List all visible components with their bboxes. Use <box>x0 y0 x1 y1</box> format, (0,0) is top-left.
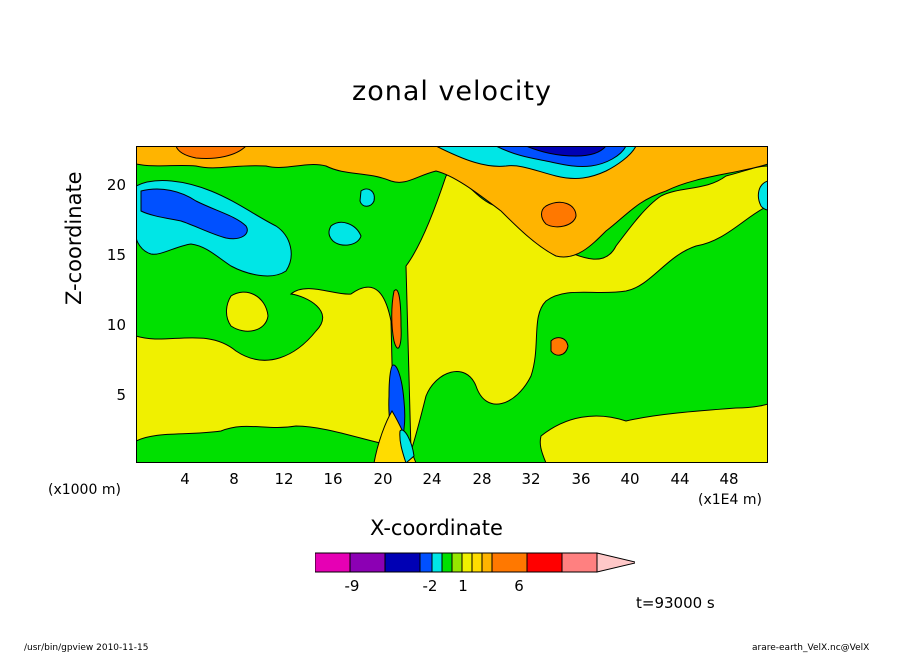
colorbar-swatch <box>419 552 433 573</box>
colorbar-label: -9 <box>344 577 360 595</box>
colorbar-label: 6 <box>514 577 524 595</box>
colorbar-swatch <box>441 552 453 573</box>
colorbar-swatch <box>561 552 598 573</box>
field-yellow-lower-right <box>539 403 768 463</box>
footer-command: /usr/bin/gpview 2010-11-15 <box>24 643 149 653</box>
colorbar-swatch <box>481 552 493 573</box>
field-cyan-blob2 <box>359 188 375 207</box>
x-tick-label: 8 <box>229 470 239 488</box>
x-tick-label: 40 <box>620 470 640 488</box>
x-tick-label: 32 <box>521 470 541 488</box>
plot-area <box>136 146 768 463</box>
field-plume-orange <box>391 289 402 349</box>
y-tick-label: 20 <box>106 176 126 194</box>
y-tick-label: 15 <box>106 246 126 264</box>
contour-plot <box>136 146 768 463</box>
field-yellow-lower-left <box>136 286 395 447</box>
x-tick-label: 28 <box>472 470 492 488</box>
field-orange-dark-blob <box>541 201 577 228</box>
field-orange-dark-blob2 <box>550 337 569 356</box>
colorbar-swatch <box>451 552 463 573</box>
footer-source: arare-earth_VelX.nc@VelX <box>752 643 870 653</box>
field-orange-dark-top <box>175 146 247 159</box>
y-tick-label: 5 <box>116 386 126 404</box>
colorbar-swatch <box>491 552 528 573</box>
y-tick-label: 10 <box>106 316 126 334</box>
x-tick-label: 12 <box>274 470 294 488</box>
x-tick-label: 48 <box>719 470 739 488</box>
colorbar-end-triangle <box>596 552 635 573</box>
colorbar-swatch <box>384 552 421 573</box>
field-cyan-blob1 <box>328 221 362 246</box>
colorbar-swatch <box>471 552 483 573</box>
colorbar-swatch <box>461 552 473 573</box>
colorbar-label: -2 <box>422 577 438 595</box>
field-darkblue-top-center <box>525 146 607 157</box>
x-tick-label: 44 <box>670 470 690 488</box>
x-axis-label: X-coordinate <box>370 516 503 540</box>
x-tick-label: 4 <box>180 470 190 488</box>
field-orange-top <box>136 146 768 258</box>
x-unit-label: (x1E4 m) <box>698 492 762 508</box>
y-axis-label: Z-coordinate <box>62 171 86 305</box>
colorbar <box>315 552 635 573</box>
timestamp-label: t=93000 s <box>636 594 715 612</box>
colorbar-swatch <box>315 552 351 573</box>
field-blue-left <box>140 188 248 240</box>
x-tick-label: 16 <box>323 470 343 488</box>
x-tick-label: 24 <box>422 470 442 488</box>
field-yellow-blob1 <box>226 291 269 332</box>
y-unit-label: (x1000 m) <box>48 482 121 498</box>
x-tick-label: 36 <box>571 470 591 488</box>
colorbar-swatch <box>349 552 386 573</box>
colorbar-swatch <box>431 552 443 573</box>
plot-frame <box>136 146 768 463</box>
chart-title: zonal velocity <box>352 76 552 107</box>
x-tick-label: 20 <box>373 470 393 488</box>
colorbar-swatch <box>526 552 563 573</box>
colorbar-label: 1 <box>458 577 468 595</box>
field-plume-cyan <box>399 429 415 463</box>
